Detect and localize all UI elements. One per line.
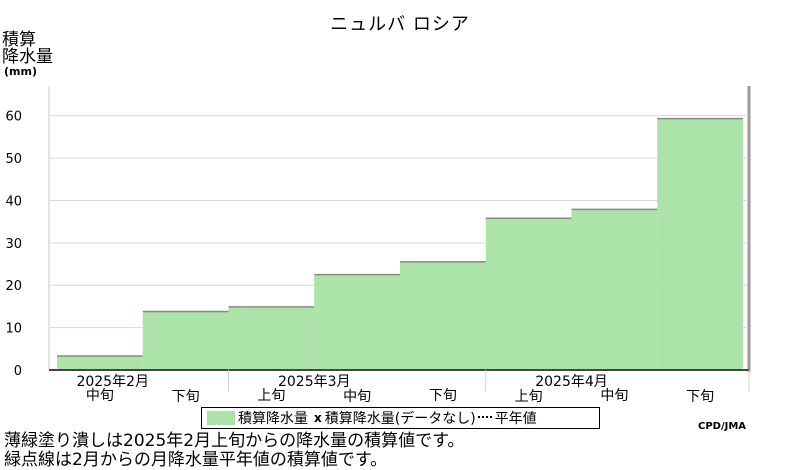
y-tick-label: 40: [5, 194, 22, 209]
chart-title: ニュルバ ロシア: [330, 14, 470, 35]
note-line-1: 薄緑塗り潰しは2025年2月上旬からの降水量の積算値です。: [4, 431, 465, 451]
bar: [314, 274, 400, 370]
bar: [657, 118, 743, 370]
y-tick-label: 20: [5, 279, 22, 294]
bar: [228, 306, 315, 370]
x-category-label: 中旬: [86, 388, 114, 404]
legend-label-accumulated: 積算降水量: [238, 411, 308, 427]
y-axis-label-line2: 降水量: [2, 47, 53, 67]
note-line-2: 緑点線は2月からの月降水量平年値の積算値です。: [4, 450, 388, 470]
y-tick-label: 50: [5, 152, 22, 167]
y-tick-label: 10: [5, 322, 22, 337]
y-tick-label: 0: [14, 364, 22, 379]
x-category-label: 上旬: [257, 388, 285, 404]
month-label: 2025年3月: [278, 374, 351, 390]
bar: [571, 209, 658, 370]
x-category-label: 上旬: [515, 389, 543, 405]
legend-missing-marker: x: [314, 411, 322, 425]
credit: CPD/JMA: [698, 421, 747, 432]
x-category-label: 中旬: [343, 389, 371, 405]
legend-normal-dotted-line: [477, 416, 492, 418]
bar: [400, 261, 486, 370]
x-category-label: 下旬: [172, 389, 200, 405]
legend-swatch-accumulated: [207, 411, 235, 425]
x-category-label: 下旬: [686, 389, 714, 405]
legend: 積算降水量 x 積算降水量(データなし) 平年値: [201, 407, 600, 429]
legend-label-normal: 平年値: [494, 411, 537, 427]
bar: [57, 356, 143, 370]
x-category-label: 下旬: [429, 388, 457, 404]
y-tick-label: 60: [5, 110, 22, 125]
y-axis-unit: (mm): [4, 65, 37, 78]
bar: [485, 218, 572, 370]
legend-label-missing: 積算降水量(データなし): [324, 411, 476, 427]
bar: [142, 311, 229, 370]
x-category-label: 中旬: [600, 388, 628, 404]
y-axis-label-line1: 積算: [2, 30, 36, 50]
y-tick-label: 30: [5, 237, 22, 252]
y-axis-label: 積算 降水量: [2, 32, 53, 66]
month-label: 2025年4月: [535, 374, 608, 390]
month-label: 2025年2月: [76, 374, 149, 390]
